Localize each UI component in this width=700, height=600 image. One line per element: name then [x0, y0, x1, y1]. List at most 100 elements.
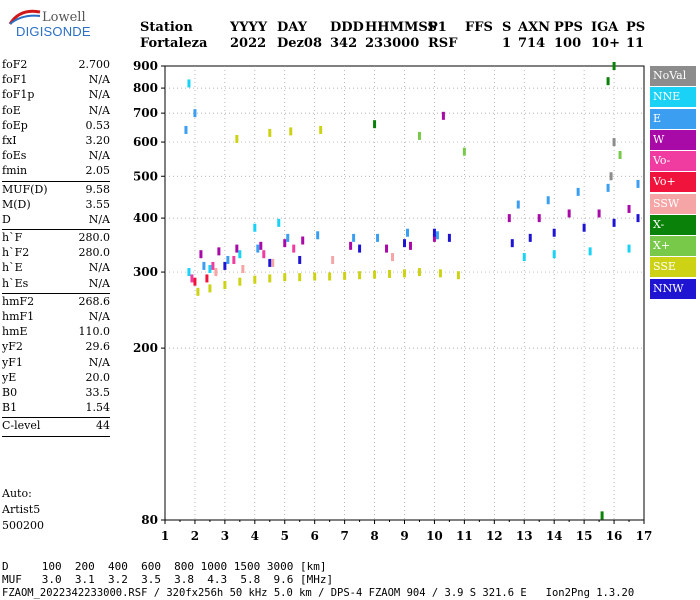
param-value: N/A: [88, 149, 110, 163]
data-point-e: [202, 261, 206, 270]
data-point-w: [199, 250, 203, 259]
data-point-e: [376, 233, 380, 242]
legend-item-x: X-: [650, 214, 696, 235]
header-year-value: 2022: [230, 36, 267, 51]
data-point-w: [283, 239, 287, 248]
header-axn-label: AXN: [518, 20, 551, 35]
data-point-x: [600, 511, 604, 520]
data-point-sse: [456, 271, 460, 280]
param-value: 280.0: [78, 246, 111, 260]
legend-item-noval: NoVal: [650, 66, 696, 86]
header-ffs-label: FFS: [465, 20, 493, 35]
data-point-e: [636, 179, 640, 188]
auto-version: 500200: [2, 519, 44, 532]
data-point-nnw: [582, 223, 586, 232]
data-point-sse: [223, 281, 227, 290]
x-tick-label: 15: [576, 529, 593, 543]
param-name: hmE: [2, 325, 28, 339]
data-point-e: [226, 255, 230, 264]
param-value: 2.05: [85, 164, 111, 178]
param-value: 0.53: [85, 118, 111, 132]
param-separator: [2, 180, 110, 182]
param-name: C-level: [2, 419, 41, 433]
x-tick-label: 11: [456, 529, 473, 543]
param-row: foEp 0.53: [2, 119, 110, 134]
data-point-nne: [238, 250, 242, 259]
data-point-e: [256, 244, 260, 253]
data-point-ssw: [271, 258, 275, 267]
header-hhmmss-label: HHMMSS: [365, 20, 437, 35]
param-row: h`F 280.0: [2, 231, 110, 246]
param-name: fxI: [2, 133, 17, 147]
data-point-e: [606, 183, 610, 192]
data-point-x: [462, 147, 466, 156]
param-row: fmin 2.05: [2, 164, 110, 179]
legend-item-nnw: NNW: [650, 278, 696, 299]
data-point-nne: [552, 250, 556, 259]
data-point-sse: [283, 273, 287, 282]
data-point-ssw: [214, 268, 218, 277]
data-point-sse: [358, 271, 362, 280]
data-point-w: [408, 241, 412, 250]
data-point-w: [217, 247, 221, 256]
param-name: B1: [2, 401, 18, 415]
data-point-nnw: [403, 239, 406, 248]
param-value: N/A: [88, 73, 110, 87]
param-value: N/A: [88, 212, 110, 226]
data-point-vo: [211, 261, 215, 270]
param-value: 268.6: [78, 294, 111, 308]
data-point-nne: [187, 268, 191, 277]
param-value: 44: [96, 419, 110, 433]
data-point-nne: [208, 264, 212, 273]
data-point-sse: [208, 284, 212, 293]
data-point-noval: [609, 172, 613, 181]
y-tick-label: 80: [141, 513, 158, 527]
param-value: 3.55: [85, 197, 111, 211]
legend-item-nne: NNE: [650, 87, 696, 108]
param-separator: [2, 292, 110, 294]
x-tick-label: 4: [251, 529, 259, 543]
param-name: foEp: [2, 118, 28, 132]
param-name: foE: [2, 103, 21, 117]
param-separator: [2, 435, 110, 437]
param-name: foEs: [2, 149, 27, 163]
y-tick-label: 800: [133, 81, 158, 95]
data-point-e: [576, 187, 580, 196]
data-point-vo: [193, 277, 197, 286]
data-point-e: [184, 125, 188, 134]
data-point-nnw: [298, 255, 302, 264]
param-value: 110.0: [78, 325, 111, 339]
legend-item-w: W: [650, 129, 696, 150]
header-s-value: 1: [502, 36, 512, 51]
auto-program: Artist5: [2, 503, 41, 516]
param-row: foF1 N/A: [2, 73, 110, 88]
data-point-ssw: [391, 253, 395, 262]
x-tick-label: 9: [400, 529, 408, 543]
data-point-w: [235, 244, 239, 253]
param-separator: [2, 417, 110, 419]
param-name: B0: [2, 385, 18, 399]
param-row: foEs N/A: [2, 149, 110, 164]
data-point-sse: [253, 275, 257, 284]
param-value: N/A: [88, 103, 110, 117]
data-point-e: [435, 231, 439, 240]
header-s-label: S: [502, 20, 512, 35]
param-row: yF1 N/A: [2, 356, 110, 371]
header-day-label: DAY: [277, 20, 307, 35]
auto-label: Auto:: [2, 487, 32, 500]
station-header: Station YYYY DAY DDD HHMMSS P1 FFS S AXN…: [140, 20, 645, 420]
param-value: N/A: [88, 88, 110, 102]
x-tick-label: 14: [546, 529, 563, 543]
data-point-e: [352, 233, 356, 242]
param-row: yF2 29.6: [2, 340, 110, 355]
header-iga-label: IGA: [591, 20, 619, 35]
header-station-value: Fortaleza: [140, 36, 208, 51]
footer-muf-row: MUF 3.0 3.1 3.2 3.5 3.8 4.3 5.8 9.6 [MHz…: [2, 573, 334, 586]
data-point-ssw: [241, 264, 245, 273]
data-point-w: [627, 204, 631, 213]
header-ddd-value: 342: [330, 36, 358, 51]
param-value: N/A: [88, 276, 110, 290]
header-iga-value: 10+: [591, 36, 620, 51]
data-point-nnw: [612, 218, 616, 227]
header-ps-value: 11: [626, 36, 645, 51]
